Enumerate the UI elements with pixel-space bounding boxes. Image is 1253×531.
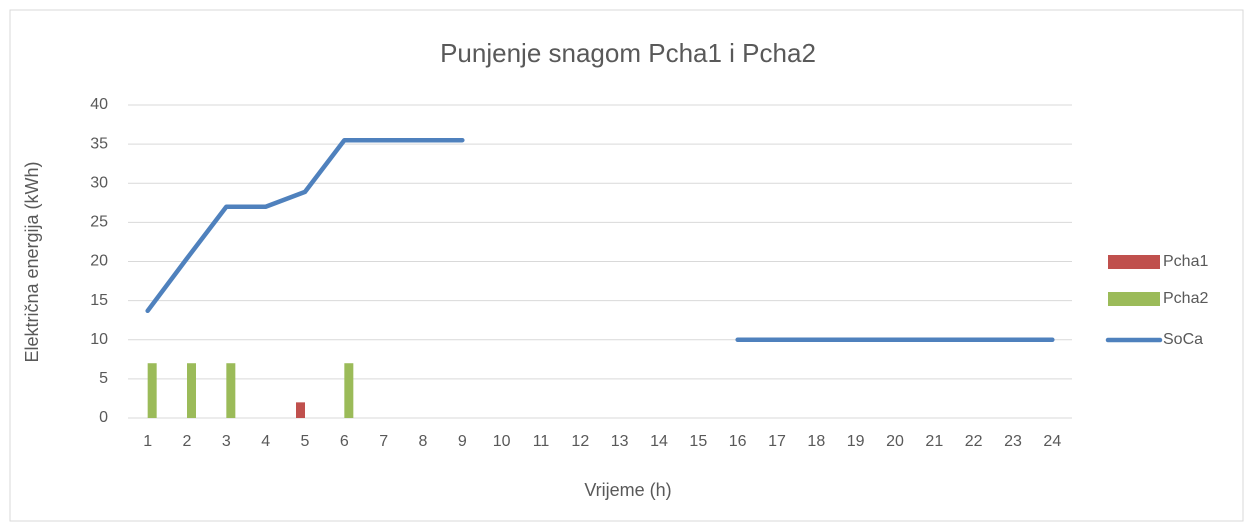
bar [187,363,196,418]
x-tick-label: 8 [419,433,428,450]
x-tick-label: 21 [925,433,943,450]
x-tick-label: 10 [493,433,511,450]
y-tick-label: 5 [99,370,108,387]
legend-label: Pcha1 [1163,253,1208,270]
y-tick-label: 10 [90,331,108,348]
y-tick-label: 20 [90,253,108,270]
x-tick-label: 13 [611,433,629,450]
y-axis-label: Električna energija (kWh) [22,161,42,362]
chart-title: Punjenje snagom Pcha1 i Pcha2 [440,38,816,68]
x-tick-label: 5 [301,433,310,450]
x-axis-label: Vrijeme (h) [584,480,671,500]
y-tick-label: 35 [90,135,108,152]
x-tick-label: 20 [886,433,904,450]
x-tick-label: 7 [379,433,388,450]
x-tick-label: 4 [261,433,270,450]
legend-swatch [1108,292,1160,306]
y-tick-label: 15 [90,292,108,309]
chart-frame [9,9,1244,522]
x-tick-label: 9 [458,433,467,450]
x-tick-label: 6 [340,433,349,450]
line-series [145,137,1055,342]
bar [147,363,157,418]
x-tick-label: 19 [847,433,865,450]
x-tick-label: 15 [689,433,707,450]
x-tick-label: 3 [222,433,231,450]
x-tick-label: 14 [650,433,668,450]
x-tick-label: 1 [143,433,152,450]
x-tick-label: 22 [965,433,983,450]
y-tick-label: 30 [90,174,108,191]
legend-swatch [1108,255,1160,269]
bar [296,402,305,418]
x-tick-label: 17 [768,433,786,450]
y-tick-label: 25 [90,214,108,231]
legend-label: SoCa [1163,331,1203,348]
x-tick-label: 11 [533,433,550,450]
y-tick-label: 0 [99,409,108,426]
x-tick-label: 2 [183,433,192,450]
bar [344,363,354,418]
x-tick-label: 18 [807,433,825,450]
x-tick-label: 23 [1004,433,1022,450]
x-tick-label: 16 [729,433,747,450]
x-tick-label: 24 [1043,433,1061,450]
y-tick-label: 40 [90,96,108,113]
legend-label: Pcha2 [1163,290,1208,307]
x-tick-label: 12 [571,433,589,450]
bar [226,363,236,418]
